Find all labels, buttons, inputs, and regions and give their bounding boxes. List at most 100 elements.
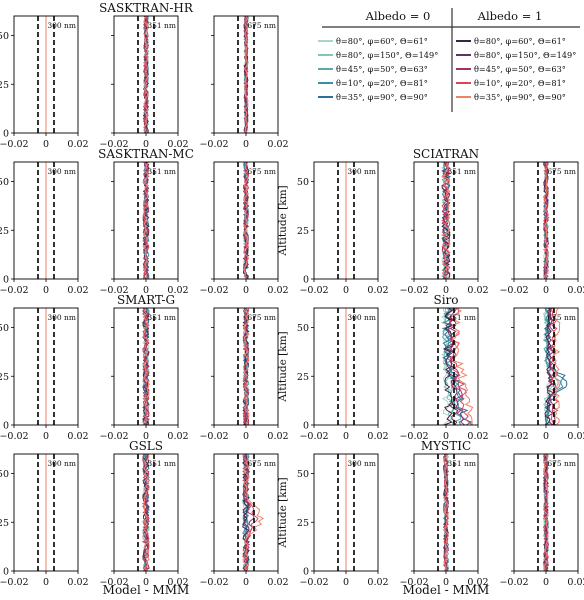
- x-tick-label: 0.02: [67, 431, 88, 442]
- y-tick-label: 25: [0, 518, 9, 529]
- series-line: [440, 161, 451, 280]
- series-line: [242, 454, 265, 572]
- x-tick-label: 0: [343, 431, 349, 442]
- series-line: [543, 453, 550, 572]
- y-tick-label: 0: [3, 129, 9, 140]
- legend-label: θ=35°, φ=90°, Θ=90°: [474, 92, 566, 102]
- x-tick-label: 0.02: [67, 139, 88, 150]
- x-tick-label: 0: [343, 285, 349, 296]
- legend-label: θ=45°, φ=50°, Θ=63°: [474, 64, 566, 74]
- subplot: 675 nm −0.02 0 0.02: [199, 15, 289, 150]
- x-tick-label: 0: [243, 431, 249, 442]
- wavelength-label: 351 nm: [147, 21, 176, 30]
- x-tick-label: 0.02: [567, 285, 584, 296]
- series-line: [543, 307, 557, 426]
- x-tick-label: 0: [143, 139, 149, 150]
- y-tick-label: 25: [297, 226, 309, 237]
- subplot: 675 nm −0.02 0 0.02: [499, 161, 584, 296]
- series-line: [243, 15, 249, 134]
- series-line: [242, 307, 250, 426]
- series-line: [142, 307, 150, 426]
- legend-label: θ=80°, φ=150°, Θ=149°: [336, 50, 438, 60]
- series-line: [142, 307, 151, 426]
- y-axis-label: Altitude [km]: [277, 331, 289, 402]
- legend-label: θ=80°, φ=150°, Θ=149°: [474, 50, 576, 60]
- series-line: [449, 307, 465, 426]
- series-line: [142, 15, 149, 134]
- model-title: SCIATRAN: [413, 147, 479, 161]
- wavelength-label: 300 nm: [47, 21, 76, 30]
- x-tick-label: −0.02: [399, 577, 428, 588]
- x-tick-label: −0.02: [99, 285, 128, 296]
- model-title: Siro: [433, 293, 458, 307]
- x-tick-label: 0.02: [367, 285, 388, 296]
- wavelength-label: 351 nm: [447, 313, 476, 322]
- wavelength-label: 675 nm: [247, 167, 276, 176]
- x-tick-label: −0.02: [99, 139, 128, 150]
- x-tick-label: −0.02: [199, 577, 228, 588]
- y-tick-label: 25: [0, 226, 9, 237]
- series-line: [442, 453, 450, 572]
- model-title: MYSTIC: [421, 439, 471, 453]
- series-line: [443, 453, 449, 572]
- x-tick-label: 0.02: [167, 285, 188, 296]
- x-tick-label: −0.02: [0, 139, 29, 150]
- legend-label: θ=10°, φ=20°, Θ=81°: [336, 78, 428, 88]
- series-line: [241, 453, 259, 572]
- wavelength-label: 675 nm: [247, 313, 276, 322]
- x-tick-label: 0: [143, 577, 149, 588]
- y-tick-label: 50: [297, 323, 309, 334]
- subplot: 675 nm −0.02 0 0.02: [199, 161, 289, 296]
- series-line: [440, 307, 452, 426]
- wavelength-label: 300 nm: [347, 313, 376, 322]
- wavelength-label: 351 nm: [147, 313, 176, 322]
- series-line: [445, 307, 459, 426]
- wavelength-label: 300 nm: [47, 459, 76, 468]
- x-tick-label: 0: [43, 577, 49, 588]
- x-tick-label: −0.02: [0, 285, 29, 296]
- y-axis-label: Altitude [km]: [277, 477, 289, 548]
- series-line: [542, 161, 549, 280]
- series-line: [242, 161, 250, 280]
- wavelength-label: 300 nm: [347, 167, 376, 176]
- x-tick-label: 0.02: [167, 139, 188, 150]
- x-tick-label: 0.02: [267, 139, 288, 150]
- legend-label: θ=10°, φ=20°, Θ=81°: [474, 78, 566, 88]
- y-axis-label: Altitude [km]: [277, 185, 289, 256]
- subplot: 351 nm −0.02 0 0.02: [99, 15, 189, 150]
- x-tick-label: −0.02: [199, 139, 228, 150]
- x-tick-label: 0.02: [367, 577, 388, 588]
- subplot: 675 nm −0.02 0 0.02: [499, 453, 584, 588]
- legend: Albedo = 0 Albedo = 1 θ=80°, φ=60°, Θ=61° θ…: [318, 8, 580, 112]
- x-tick-label: 0: [143, 285, 149, 296]
- y-tick-label: 50: [297, 177, 309, 188]
- series-line: [142, 161, 150, 280]
- x-tick-label: 0.02: [467, 285, 488, 296]
- y-tick-label: 25: [0, 372, 9, 383]
- subplot: 675 nm −0.02 0 0.02: [199, 307, 289, 442]
- x-tick-label: 0.02: [67, 285, 88, 296]
- legend-label: θ=80°, φ=60°, Θ=61°: [474, 36, 566, 46]
- x-tick-label: 0.02: [67, 577, 88, 588]
- subplot: 351 nm −0.02 0 0.02: [399, 161, 489, 296]
- x-tick-label: 0.02: [167, 577, 188, 588]
- series-line: [243, 15, 249, 134]
- x-tick-label: 0: [443, 285, 449, 296]
- wavelength-label: 300 nm: [47, 313, 76, 322]
- subplot: 351 nm −0.02 0 0.02: [399, 307, 489, 442]
- y-tick-label: 25: [0, 80, 9, 91]
- y-tick-label: 50: [0, 31, 9, 42]
- series-line: [552, 307, 561, 426]
- x-tick-label: 0.02: [367, 431, 388, 442]
